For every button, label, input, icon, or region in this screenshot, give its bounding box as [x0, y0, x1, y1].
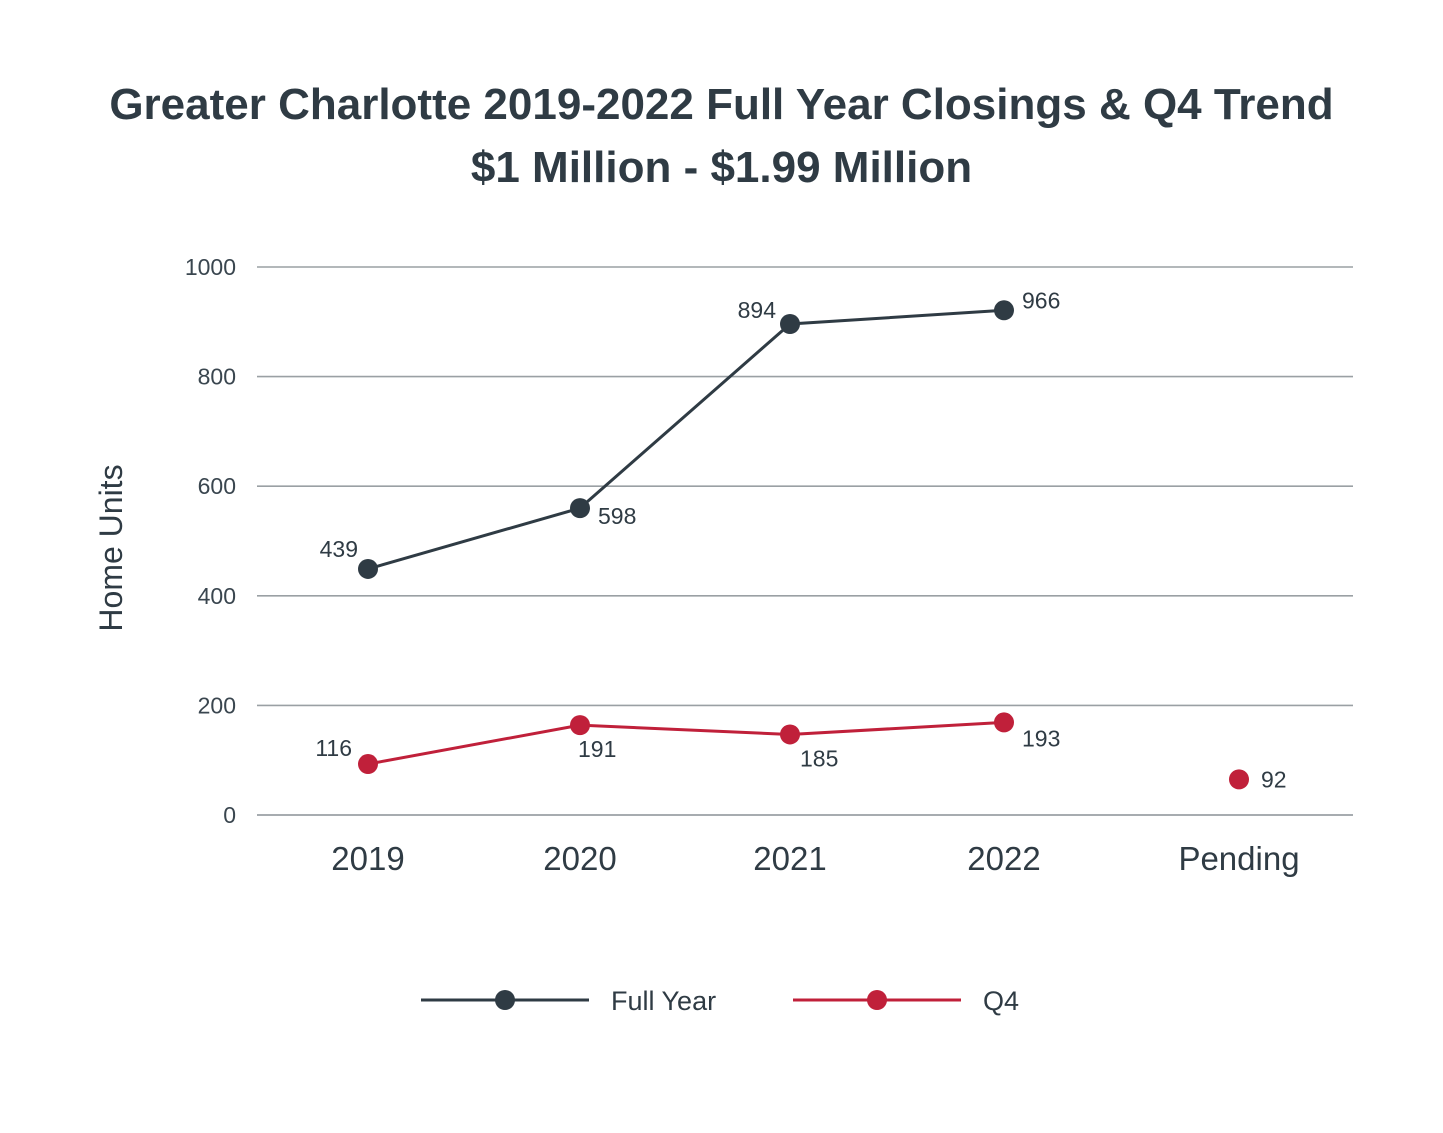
data-point — [358, 754, 378, 775]
x-tick-label: Pending — [1178, 840, 1299, 877]
data-point — [780, 724, 800, 745]
legend-label: Full Year — [611, 986, 716, 1016]
data-point — [994, 300, 1014, 321]
y-tick-label: 1000 — [185, 254, 236, 280]
y-axis-ticks: 0 200 400 600 800 1000 — [185, 254, 236, 828]
chart-title: Greater Charlotte 2019-2022 Full Year Cl… — [109, 80, 1334, 129]
legend-marker — [495, 990, 515, 1010]
legend-item-full-year: Full Year — [421, 986, 716, 1016]
series-full-year: 439 598 894 966 — [320, 287, 1060, 579]
data-label: 116 — [315, 735, 352, 761]
data-label: 92 — [1261, 766, 1287, 792]
y-tick-label: 600 — [198, 473, 236, 499]
legend-label: Q4 — [983, 986, 1019, 1016]
series-group: 439 598 894 966 116 191 185 193 92 — [315, 287, 1286, 792]
data-label: 193 — [1022, 725, 1060, 751]
data-point — [358, 558, 378, 579]
data-label: 598 — [598, 503, 636, 529]
x-tick-label: 2020 — [543, 840, 616, 877]
x-tick-label: 2022 — [967, 840, 1040, 877]
gridlines — [257, 266, 1353, 816]
data-point — [1229, 769, 1249, 790]
y-tick-label: 400 — [198, 583, 236, 609]
legend-marker — [867, 990, 887, 1010]
data-point — [780, 313, 800, 334]
y-tick-label: 200 — [198, 692, 236, 718]
x-tick-label: 2019 — [331, 840, 404, 877]
series-line — [367, 308, 1005, 571]
chart-subtitle: $1 Million - $1.99 Million — [470, 143, 973, 192]
data-label: 894 — [738, 297, 777, 323]
y-tick-label: 800 — [198, 364, 236, 390]
y-axis-label: Home Units — [93, 464, 129, 631]
data-label: 439 — [320, 536, 358, 562]
data-point — [570, 498, 590, 519]
x-axis-ticks: 2019 2020 2021 2022 Pending — [331, 840, 1299, 877]
data-point — [570, 715, 590, 736]
series-q4: 116 191 185 193 92 — [315, 712, 1287, 792]
data-point — [994, 712, 1014, 733]
data-label: 191 — [578, 736, 616, 762]
data-label: 966 — [1022, 287, 1060, 313]
y-tick-label: 0 — [223, 802, 236, 828]
legend: Full Year Q4 — [421, 986, 1019, 1016]
series-line — [367, 720, 1005, 766]
data-label: 185 — [800, 745, 838, 771]
legend-item-q4: Q4 — [793, 986, 1019, 1016]
x-tick-label: 2021 — [753, 840, 826, 877]
